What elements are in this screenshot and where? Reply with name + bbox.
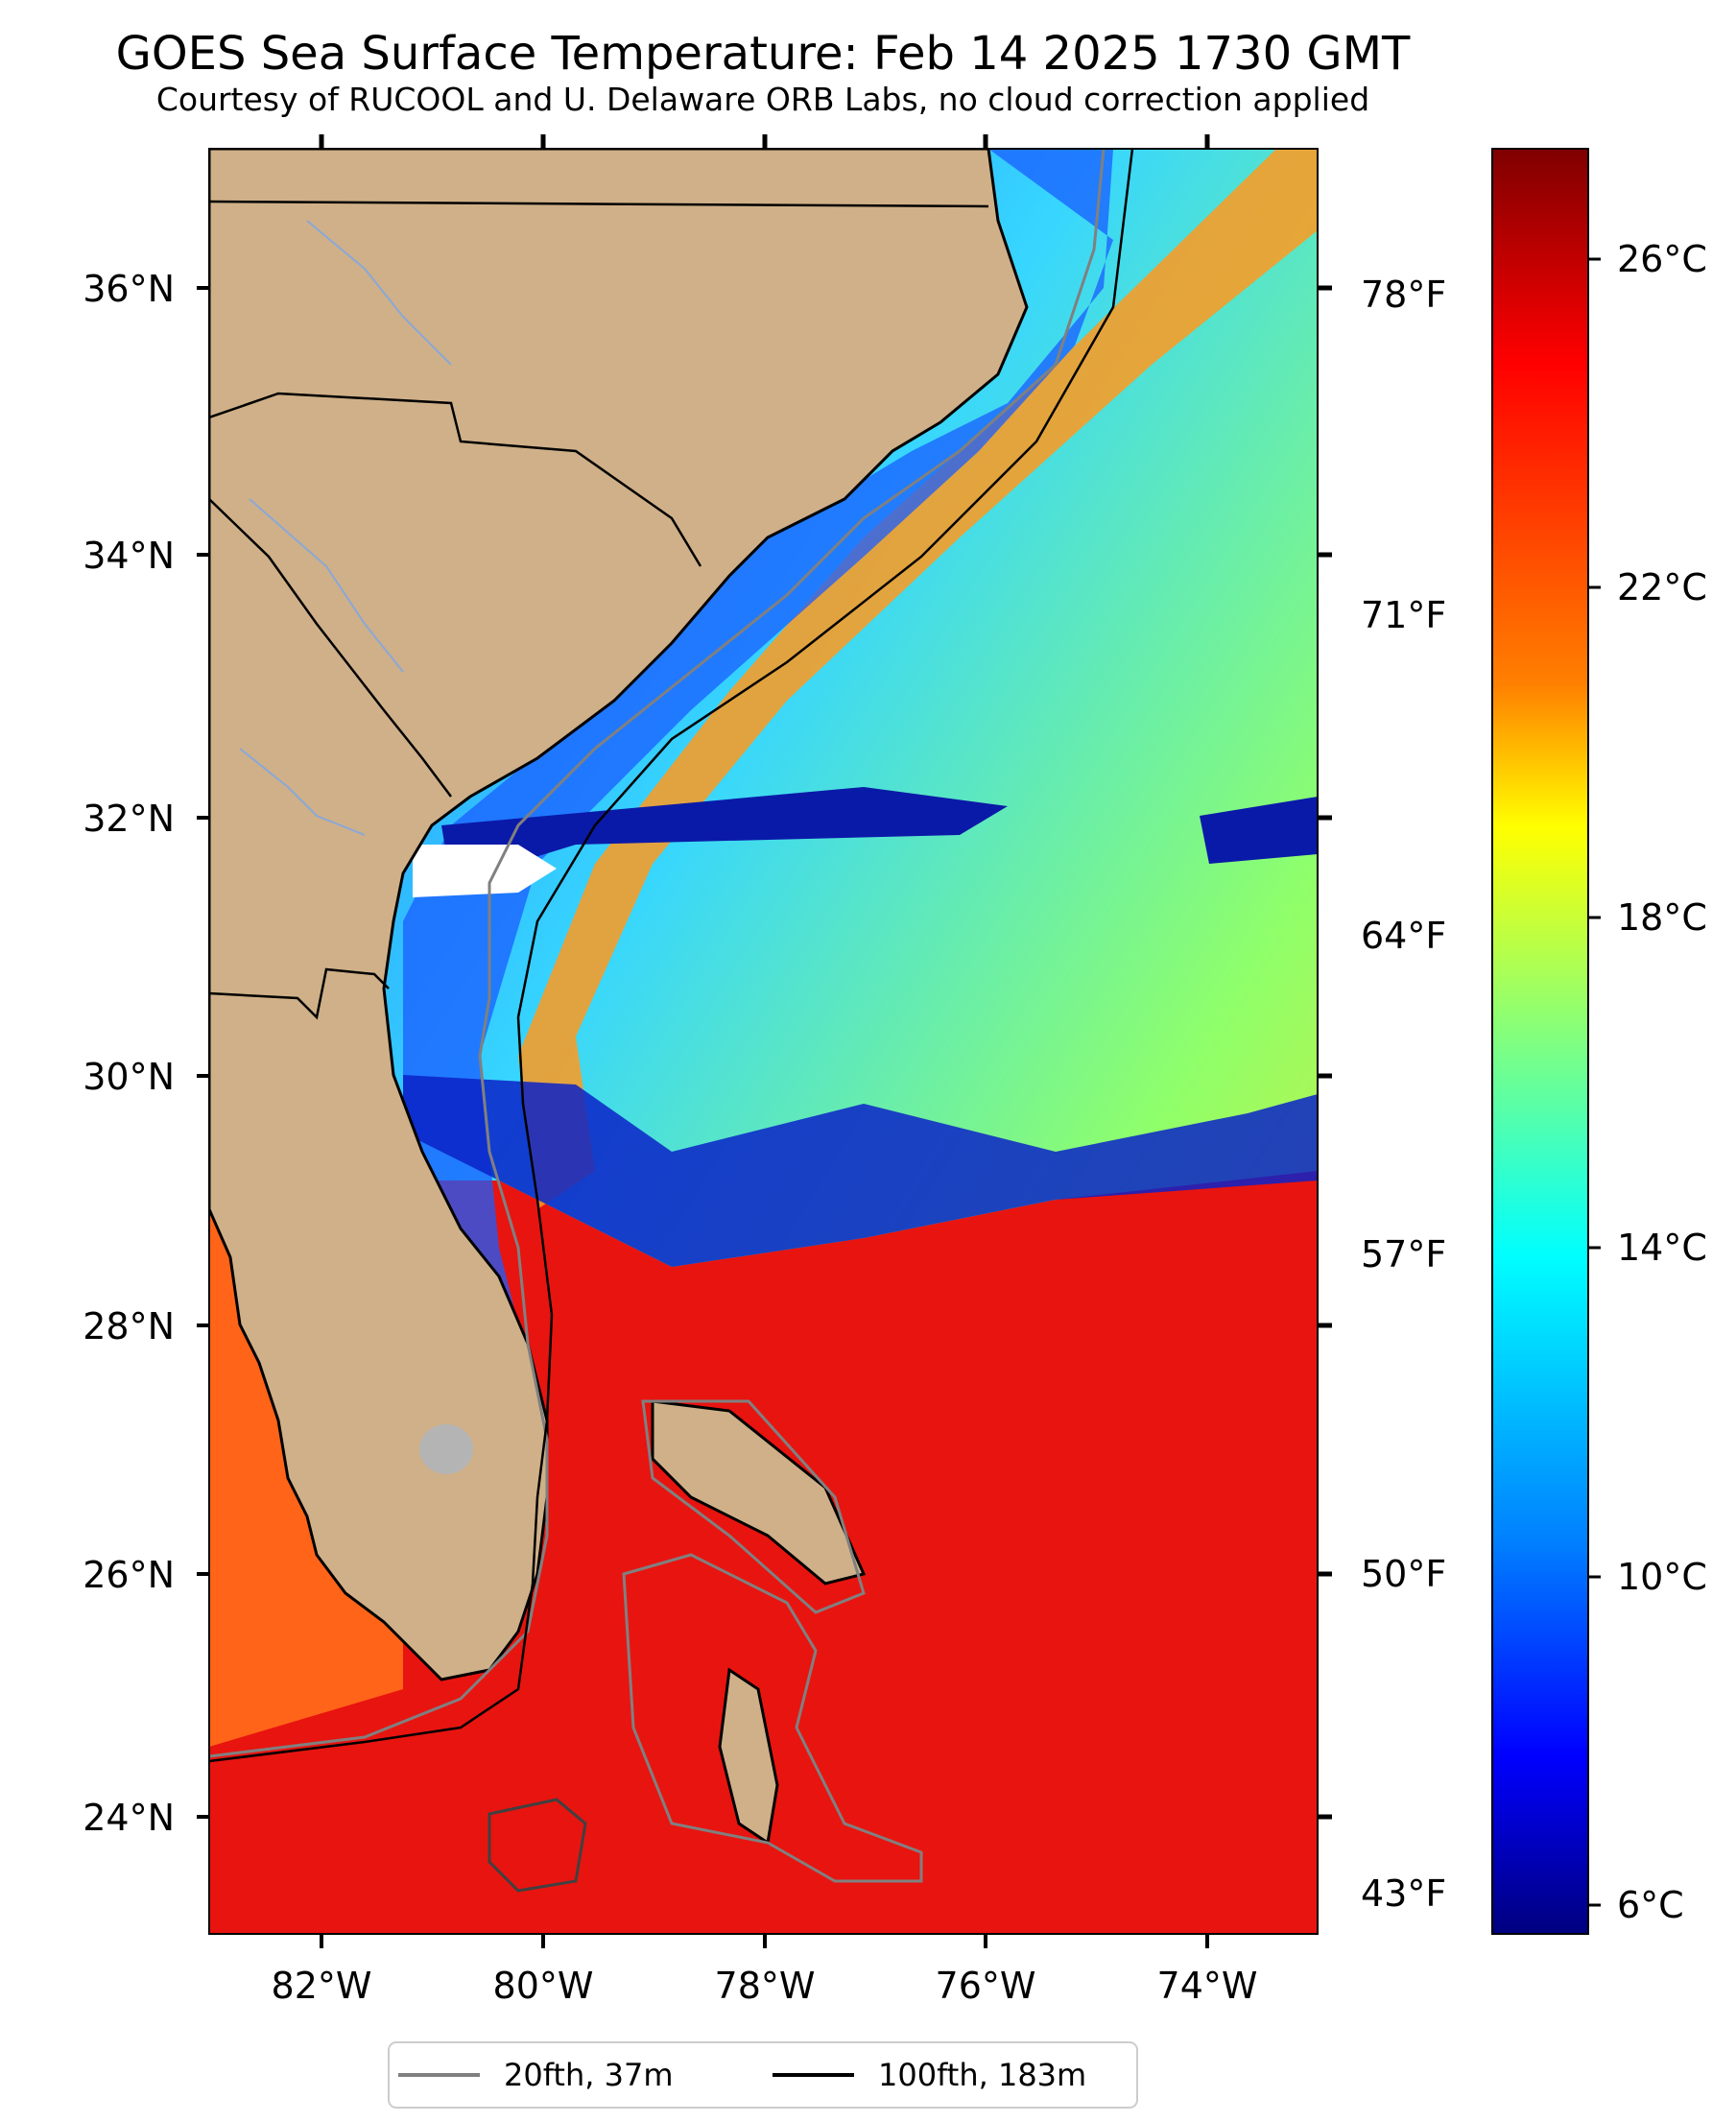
sst-field: [209, 149, 1318, 1934]
legend-label-20fth: 20fth, 37m: [504, 2057, 673, 2093]
fahrenheit-label-64f: 64°F: [1361, 915, 1446, 957]
river: [249, 498, 404, 673]
colorbar-label-22c: 22°C: [1617, 566, 1707, 608]
colorbar-label-10c: 10°C: [1617, 1556, 1707, 1598]
colorbar-label-18c: 18°C: [1617, 896, 1707, 939]
map-subtitle: Courtesy of RUCOOL and U. Delaware ORB L…: [155, 81, 1370, 118]
colorbar-label-14c: 14°C: [1617, 1227, 1707, 1269]
fahrenheit-label-78f: 78°F: [1361, 274, 1446, 316]
map-title: GOES Sea Surface Temperature: Feb 14 202…: [115, 27, 1411, 81]
fahrenheit-scale: 78°F 71°F 64°F 57°F 50°F 43°F: [1361, 274, 1446, 1915]
lat-label-24n: 24°N: [83, 1797, 175, 1839]
fahrenheit-label-43f: 43°F: [1361, 1872, 1446, 1915]
depth-contour-20fth: [641, 1399, 866, 1614]
legend-label-100fth: 100fth, 183m: [878, 2057, 1086, 2093]
lat-label-32n: 32°N: [83, 798, 175, 840]
legend: 20fth, 37m 100fth, 183m: [388, 2041, 1138, 2109]
sst-cold-front: [403, 1075, 1318, 1267]
lon-label-74w: 74°W: [1157, 1965, 1258, 2007]
lake-okeechobee: [419, 1424, 473, 1474]
lat-label-30n: 30°N: [83, 1056, 175, 1098]
fahrenheit-label-71f: 71°F: [1361, 594, 1446, 636]
latitude-axis: 36°N 34°N 32°N 30°N 28°N 26°N 24°N: [83, 268, 209, 1839]
state-border-va-nc: [209, 200, 989, 208]
colorbar-gradient: [1491, 148, 1589, 1935]
top-lon-ticks: [319, 134, 1210, 149]
lat-label-26n: 26°N: [83, 1554, 175, 1596]
depth-contour-20fth: [209, 149, 1106, 1758]
depth-contour-100fth: [488, 1798, 587, 1893]
mainland-land: [209, 149, 1029, 1681]
sst-gulf-stream: [518, 149, 1318, 1209]
colorbar-label-6c: 6°C: [1617, 1884, 1684, 1926]
bahamas-land: [651, 1399, 867, 1586]
lon-label-76w: 76°W: [936, 1965, 1036, 2007]
longitude-axis: 82°W 80°W 78°W 76°W 74°W: [272, 1934, 1258, 2007]
lat-label-34n: 34°N: [83, 535, 175, 577]
depth-contour-100fth: [209, 149, 1134, 1763]
cloud-mask: [413, 845, 557, 897]
legend-box: [388, 2041, 1138, 2109]
river: [239, 748, 366, 836]
colorbar: 26°C 22°C 18°C 14°C 10°C 6°C: [1491, 148, 1707, 1935]
lon-label-82w: 82°W: [272, 1965, 372, 2007]
fahrenheit-label-50f: 50°F: [1361, 1553, 1446, 1595]
lon-label-80w: 80°W: [493, 1965, 594, 2007]
lat-label-28n: 28°N: [83, 1305, 175, 1347]
sst-cold-streak: [441, 787, 1008, 883]
state-border-nc-sc: [209, 392, 702, 567]
river: [306, 220, 452, 366]
sst-cold-streak: [1200, 797, 1318, 864]
right-lat-ticks: [1318, 285, 1332, 1820]
state-border-sc-ga: [209, 498, 452, 798]
colorbar-label-26c: 26°C: [1617, 238, 1707, 280]
state-border-ga-fl: [209, 967, 390, 1020]
fahrenheit-label-57f: 57°F: [1361, 1233, 1446, 1276]
lon-label-78w: 78°W: [715, 1965, 816, 2007]
lat-label-36n: 36°N: [83, 268, 175, 310]
depth-contour-20fth: [622, 1553, 923, 1883]
